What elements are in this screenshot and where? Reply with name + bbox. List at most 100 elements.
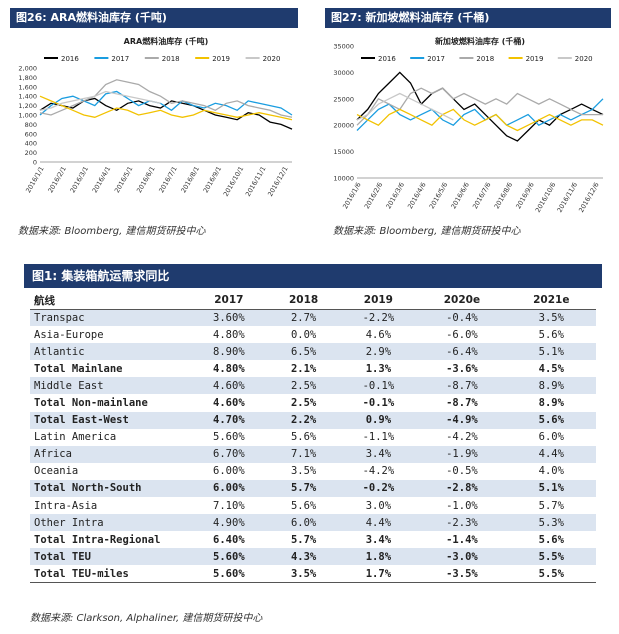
value-cell: 5.6% xyxy=(290,431,317,444)
x-tick-label: 2016/6/6 xyxy=(449,181,471,210)
value-cell: 6.00% xyxy=(190,479,268,498)
value-cell: -3.5% xyxy=(417,565,507,584)
value-cell: 4.6% xyxy=(365,328,392,341)
route-name-cell: Total Intra-Regional xyxy=(34,533,161,546)
y-tick-label: 2,000 xyxy=(18,65,37,73)
value-cell: 5.60% xyxy=(190,548,268,566)
header-2018: 2018 xyxy=(267,292,340,310)
x-tick-label: 2016/4/6 xyxy=(406,181,428,210)
x-tick-label: 2016/11/6 xyxy=(555,181,579,214)
value-cell: 5.6% xyxy=(290,499,317,512)
route-name-cell: Middle East xyxy=(30,377,190,395)
value-cell: 7.1% xyxy=(267,445,340,463)
table-row: Total Intra-Regional 6.40% 5.7% 3.4% -1.4% 5.… xyxy=(30,531,596,548)
legend-label: 2020 xyxy=(263,55,281,63)
value-cell: 4.80% xyxy=(213,362,245,375)
x-tick-label: 2016/6/1 xyxy=(135,165,157,194)
fig26-header: 图26: ARA燃料油库存 (千吨) xyxy=(10,8,298,28)
value-cell: 4.5% xyxy=(538,362,564,375)
value-cell: -0.1% xyxy=(339,377,418,395)
value-cell: 5.5% xyxy=(506,565,596,584)
value-cell: 5.6% xyxy=(538,533,564,546)
value-cell: 5.6% xyxy=(506,411,596,429)
value-cell: 2.5% xyxy=(290,397,317,410)
value-cell: 5.5% xyxy=(506,548,596,566)
value-cell: -0.4% xyxy=(417,309,507,327)
value-cell: -2.2% xyxy=(339,309,418,327)
value-cell: 0.9% xyxy=(339,411,418,429)
x-tick-label: 2016/10/6 xyxy=(534,181,558,214)
legend-label: 2019 xyxy=(212,55,230,63)
legend-label: 2019 xyxy=(526,55,544,63)
route-name-cell: Total North-South xyxy=(30,479,190,498)
x-tick-label: 2016/10/1 xyxy=(222,165,246,198)
fig26-source: 数据来源: Bloomberg, 建信期货研投中心 xyxy=(18,226,206,237)
route-name-cell: Asia-Europe xyxy=(34,328,104,341)
table-row: Latin America 5.60% 5.6% -1.1% -4.2% 6.0% xyxy=(30,429,596,446)
route-name-cell: Total TEU xyxy=(30,548,190,566)
value-cell: -0.2% xyxy=(339,479,418,498)
value-cell: 3.5% xyxy=(267,565,340,584)
route-name-cell: Atlantic xyxy=(30,343,190,361)
table-row: Total East-West 4.70% 2.2% 0.9% -4.9% 5.6% xyxy=(30,411,596,429)
value-cell: 5.3% xyxy=(506,514,596,532)
value-cell: 6.0% xyxy=(538,431,564,444)
value-cell: -6.0% xyxy=(446,328,478,341)
x-tick-label: 2016/3/6 xyxy=(384,181,406,210)
legend-label: 2020 xyxy=(575,55,593,63)
value-cell: -4.2% xyxy=(446,431,478,444)
value-cell: 3.60% xyxy=(190,309,268,327)
value-cell: 1.3% xyxy=(365,362,392,375)
value-cell: 4.60% xyxy=(213,397,245,410)
value-cell: -1.9% xyxy=(417,445,507,463)
route-name-cell: Total TEU-miles xyxy=(30,565,190,584)
value-cell: 8.90% xyxy=(190,343,268,361)
value-cell: -1.4% xyxy=(446,533,478,546)
singapore-inventory-chart: 新加坡燃料油库存 (千桶) 2016 2017 2018 2019 2020 10000 15… xyxy=(333,36,604,214)
value-cell: 2.7% xyxy=(267,309,340,327)
value-cell: -3.6% xyxy=(446,362,478,375)
route-name-cell: Transpac xyxy=(30,309,190,327)
y-tick-label: 400 xyxy=(25,140,37,148)
value-cell: 6.70% xyxy=(190,445,268,463)
value-cell: -3.0% xyxy=(417,548,507,566)
table-source: 数据来源: Clarkson, Alphaliner, 建信期货研投中心 xyxy=(30,613,263,624)
x-tick-label: 2016/1/6 xyxy=(341,181,363,210)
table-row: Intra-Asia 7.10% 5.6% 3.0% -1.0% 5.7% xyxy=(30,497,596,514)
value-cell: 7.10% xyxy=(213,499,245,512)
y-tick-label: 1,400 xyxy=(18,93,37,101)
ara-inventory-chart: ARA燃料油库存 (千吨) 2016 2017 2018 2019 2020 0 200400… xyxy=(18,36,293,198)
chart-title: ARA燃料油库存 (千吨) xyxy=(124,36,209,46)
value-cell: -0.1% xyxy=(362,397,395,410)
value-cell: 5.7% xyxy=(267,479,340,498)
value-cell: 2.9% xyxy=(339,343,418,361)
value-cell: -2.8% xyxy=(417,479,507,498)
route-name-cell: Total Mainlane xyxy=(34,362,123,375)
y-tick-label: 15000 xyxy=(333,148,354,156)
fig27-source: 数据来源: Bloomberg, 建信期货研投中心 xyxy=(333,226,521,237)
table-row: Total Mainlane 4.80% 2.1% 1.3% -3.6% 4.5% xyxy=(30,360,596,377)
value-cell: 5.1% xyxy=(506,343,596,361)
value-cell: 4.60% xyxy=(190,377,268,395)
value-cell: 6.40% xyxy=(213,533,245,546)
series-line-2020 xyxy=(39,90,161,111)
y-tick-label: 20000 xyxy=(333,122,354,130)
table-row: Total TEU 5.60% 4.3% 1.8% -3.0% 5.5% xyxy=(30,548,596,566)
fig27-header: 图27: 新加坡燃料油库存 (千桶) xyxy=(325,8,611,28)
series-line-2017 xyxy=(356,98,604,131)
x-tick-label: 2016/12/6 xyxy=(577,181,601,214)
value-cell: 4.4% xyxy=(506,445,596,463)
legend-label: 2018 xyxy=(476,55,494,63)
x-tick-label: 2016/2/1 xyxy=(46,165,68,194)
value-cell: 3.4% xyxy=(365,533,392,546)
value-cell: 3.5% xyxy=(290,465,317,478)
value-cell: -4.2% xyxy=(362,465,395,478)
value-cell: 6.00% xyxy=(213,465,245,478)
series-line-2020 xyxy=(356,92,454,121)
y-tick-label: 35000 xyxy=(333,43,354,51)
table-header-row: 航线 2017 2018 2019 2020e 2021e xyxy=(30,292,596,310)
value-cell: 4.4% xyxy=(339,514,418,532)
y-tick-label: 25000 xyxy=(333,95,354,103)
y-tick-label: 1,800 xyxy=(18,74,37,82)
x-tick-label: 2016/11/1 xyxy=(244,165,268,198)
